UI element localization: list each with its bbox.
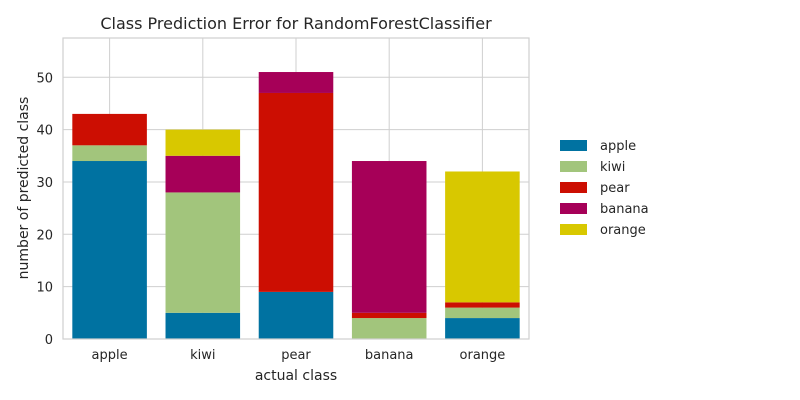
legend-label: orange — [600, 223, 646, 238]
bar-apple-pear — [72, 113, 147, 146]
bar-orange-apple — [445, 318, 520, 339]
bar-banana-kiwi — [351, 318, 427, 339]
y-axis-label: number of predicted class — [16, 97, 32, 280]
bar-kiwi-kiwi — [165, 192, 241, 313]
x-tick-label: apple — [92, 348, 128, 363]
x-tick-label: banana — [365, 348, 414, 363]
bar-kiwi-banana — [165, 155, 241, 193]
legend-swatch-kiwi — [560, 161, 587, 172]
bar-apple-apple — [72, 161, 147, 339]
x-axis-label: actual class — [255, 368, 337, 384]
y-tick-label: 20 — [36, 228, 53, 243]
y-tick-label: 0 — [45, 333, 53, 348]
bar-banana-banana — [351, 161, 427, 313]
x-tick-label: pear — [281, 348, 311, 363]
bar-kiwi-orange — [165, 129, 241, 156]
chart-title: Class Prediction Error for RandomForestC… — [100, 14, 492, 33]
legend-label: banana — [600, 202, 649, 217]
bar-orange-pear — [445, 302, 520, 308]
legend-label: apple — [600, 139, 636, 154]
axes: 0 10 20 30 40 50 apple kiwi pear banana orange — [36, 37, 530, 363]
bar-orange-kiwi — [445, 307, 520, 319]
y-tick-label: 30 — [36, 176, 53, 191]
bar-apple-kiwi — [72, 145, 147, 162]
x-tick-label: orange — [460, 348, 506, 363]
bar-pear-apple — [258, 291, 334, 339]
bar-kiwi-apple — [165, 312, 241, 339]
legend: apple kiwi pear banana orange — [560, 139, 649, 238]
bar-pear-pear — [258, 92, 334, 292]
bars — [72, 72, 520, 339]
y-tick-label: 50 — [36, 71, 53, 86]
y-tick-label: 40 — [36, 124, 53, 139]
legend-swatch-apple — [560, 140, 587, 151]
legend-swatch-banana — [560, 203, 587, 214]
bar-orange-orange — [445, 171, 520, 303]
bar-pear-banana — [258, 72, 334, 93]
legend-swatch-orange — [560, 224, 587, 235]
x-tick-label: kiwi — [190, 348, 215, 363]
legend-swatch-pear — [560, 182, 587, 193]
plot-frame — [62, 37, 530, 340]
bar-banana-pear — [351, 312, 427, 319]
y-tick-label: 10 — [36, 281, 53, 296]
legend-label: pear — [600, 181, 630, 196]
legend-label: kiwi — [600, 160, 625, 175]
